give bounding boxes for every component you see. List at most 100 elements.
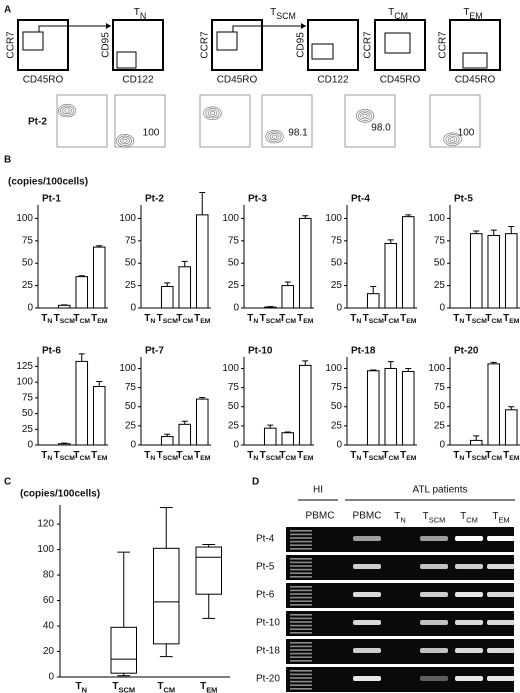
x-tick-label-main: T (41, 313, 47, 324)
x-tick-label-main: T (54, 313, 60, 324)
ladder-band (290, 677, 312, 679)
ladder-band (290, 533, 312, 536)
gate-x-label: CD122 (317, 75, 349, 86)
row-label: Pt-18 (256, 646, 280, 657)
ladder-band (290, 565, 312, 567)
x-tick-label-main: T (453, 450, 459, 461)
x-tick-label-main: T (297, 313, 303, 324)
bar (401, 216, 415, 309)
bar (75, 360, 89, 446)
bar (401, 371, 415, 446)
ladder-band (290, 596, 312, 599)
x-tick-label-sub: N (459, 318, 464, 325)
x-tick-label: TEM (91, 313, 108, 325)
population-header: TN (134, 7, 147, 21)
contour (120, 137, 130, 145)
gel-band (487, 564, 515, 569)
x-tick-label-main: T (503, 450, 509, 461)
gel-band (487, 676, 515, 681)
gel-band (455, 676, 483, 681)
gel-band (455, 564, 483, 569)
bar (178, 266, 192, 309)
y-tick-label: 75 (331, 382, 343, 393)
chart-title: Pt-1 (42, 194, 61, 205)
x-tick-label: TEM (400, 450, 417, 462)
x-tick-label-sub: CM (286, 318, 297, 325)
gate (384, 32, 411, 54)
y-tick-label: 25 (434, 420, 446, 431)
x-tick-label-sub: N (82, 685, 87, 693)
y-tick-label: 0 (130, 440, 136, 451)
x-tick-label-main: T (279, 450, 285, 461)
gate-y-label: CCR7 (200, 31, 211, 59)
y-tick-label: 25 (22, 280, 34, 291)
arrow-head (106, 23, 111, 29)
error-bar (370, 369, 377, 371)
x-tick-label-sub: N (356, 318, 361, 325)
chart-title: Pt-6 (42, 346, 61, 357)
error-bar (78, 353, 85, 362)
contour (210, 111, 216, 116)
ladder-band (290, 628, 312, 630)
contour (267, 131, 282, 142)
x-tick-label-main: T (91, 450, 97, 461)
population-header-sub: EM (469, 11, 482, 21)
panel-label: D (252, 477, 259, 488)
x-tick-label-main: T (144, 450, 150, 461)
ladder-band (290, 576, 312, 578)
x-tick-label: TN (350, 313, 361, 325)
x-tick-label-sub: CM (492, 318, 503, 325)
population-header-sub: N (140, 11, 146, 21)
gel-band (420, 564, 448, 569)
bar (469, 233, 483, 309)
gel-band (353, 676, 381, 681)
chart-title: Pt-5 (454, 194, 473, 205)
x-tick-label-sub: SCM (472, 318, 487, 325)
x-tick-label-main: T (466, 313, 472, 324)
x-tick-label: TSCM (466, 450, 488, 462)
gel-band (455, 592, 483, 597)
arrow-head (301, 23, 306, 29)
x-tick-label-main: T (176, 313, 182, 324)
y-tick-label: 75 (434, 382, 446, 393)
bar (57, 443, 71, 446)
ladder-band (290, 593, 312, 595)
gate-x-label: CD45RO (380, 75, 421, 86)
x-tick-label: TEM (503, 313, 520, 325)
x-tick-label-main: T (363, 313, 369, 324)
x-tick-label-sub: EM (406, 455, 417, 462)
contour (64, 108, 70, 113)
row-label: Pt-5 (256, 562, 275, 573)
contour (447, 135, 458, 143)
x-tick-label-main: T (176, 450, 182, 461)
x-tick-label-main: T (260, 313, 266, 324)
x-tick-label-main: T (73, 313, 79, 324)
x-tick-label-main: T (200, 681, 206, 692)
gel-band (487, 648, 515, 653)
flow-plot (261, 94, 313, 148)
y-tick-label: 25 (434, 280, 446, 291)
bar (298, 364, 312, 446)
x-tick-label-sub: CM (80, 318, 91, 325)
x-tick-label-sub: N (47, 318, 52, 325)
ladder-band (290, 642, 312, 644)
lane-label-sub: N (400, 515, 405, 524)
error-bar (284, 431, 291, 433)
gel-band (420, 592, 448, 597)
y-tick-label: 0 (233, 303, 239, 314)
error-bar (181, 260, 188, 267)
x-tick-label: TEM (297, 313, 314, 325)
bar (263, 306, 277, 309)
ladder-band (290, 688, 312, 690)
population-header: TSCM (270, 7, 296, 21)
x-tick-label-sub: EM (509, 455, 520, 462)
y-tick-label: 40 (43, 621, 55, 632)
x-tick-label-main: T (157, 450, 163, 461)
y-tick-label: 50 (228, 401, 240, 412)
y-tick-label: 20 (43, 646, 55, 657)
error-bar (302, 215, 309, 219)
row-label: Pt-6 (256, 590, 275, 601)
x-tick-label-sub: SCM (266, 455, 281, 462)
error-bar (473, 435, 480, 441)
x-tick-label: TCM (176, 450, 193, 462)
